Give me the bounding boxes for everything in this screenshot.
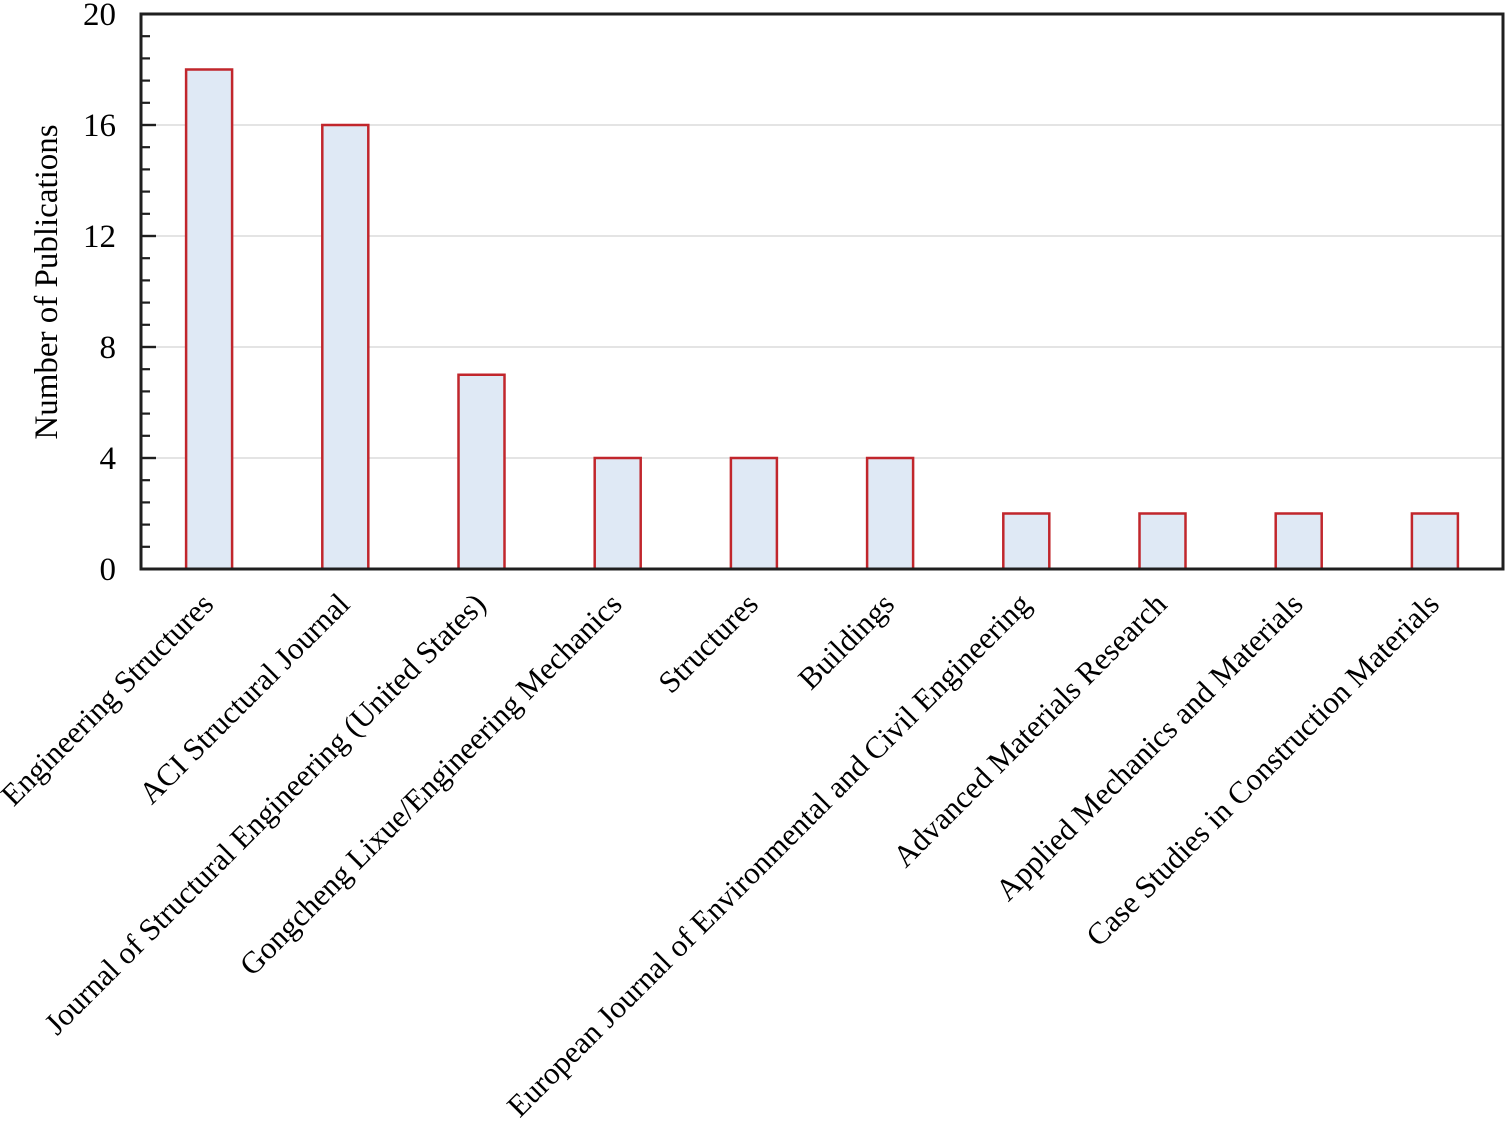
bar (1138, 512, 1187, 571)
bar (729, 456, 779, 571)
bar (184, 68, 234, 571)
bar (457, 373, 506, 571)
x-category-label: Structures (651, 586, 765, 700)
y-axis-title: Number of Publications (29, 124, 65, 439)
bar (865, 456, 915, 571)
bars-group (184, 68, 1460, 571)
y-tick-labels-group: 0 4 8 12 16 20 (83, 0, 116, 588)
y-tick-label: 4 (100, 441, 117, 477)
y-tick-label: 8 (100, 330, 117, 366)
plot-border-group (139, 12, 1505, 571)
bar (593, 456, 642, 571)
x-category-label: Buildings (791, 586, 901, 696)
plot-border (139, 12, 1505, 571)
x-category-label: Advanced Materials Research (886, 586, 1174, 874)
y-tick-label: 0 (100, 552, 117, 588)
y-ticks-group (141, 12, 156, 571)
bar (321, 123, 370, 571)
y-tick-label: 20 (83, 0, 116, 33)
y-tick-label: 16 (83, 108, 116, 144)
bar (1002, 512, 1051, 571)
y-tick-label: 12 (83, 219, 116, 255)
x-category-label: European Journal of Environmental and Ci… (500, 586, 1037, 1121)
bar (1410, 512, 1460, 571)
bar (1274, 512, 1323, 571)
